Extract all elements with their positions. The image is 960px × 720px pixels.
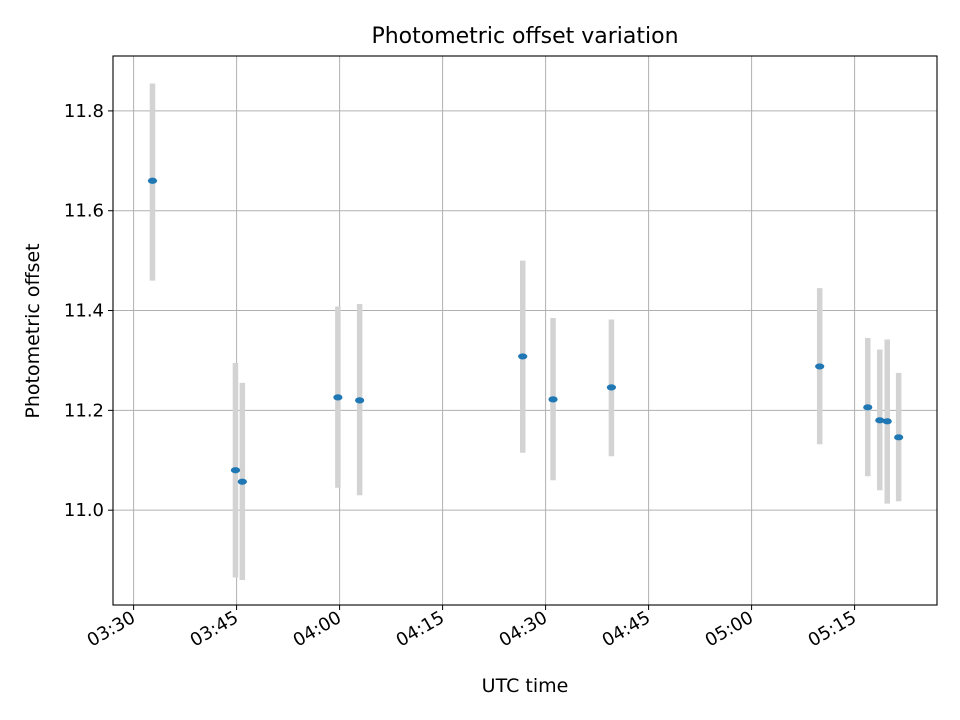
y-axis: 11.0 11.2 11.4 11.6 11.8 [64,101,113,521]
data-point [875,417,885,424]
grid [113,56,937,605]
x-axis-label: UTC time [482,675,569,697]
data-point [147,177,158,184]
data-point [815,363,825,370]
data-point [230,467,241,474]
data-point [882,418,892,425]
chart-title: Photometric offset variation [371,24,678,49]
y-tick-label: 11.6 [64,201,104,222]
data-point [863,404,873,411]
data-point [237,478,247,485]
plot-frame [112,55,938,606]
data-points [147,177,904,485]
data-point [333,394,343,401]
data-point [894,434,904,441]
data-point [606,384,617,391]
y-tick-label: 11.2 [64,400,104,421]
y-tick-label: 11.8 [64,101,104,122]
data-point [355,397,365,404]
data-point [548,396,558,403]
y-tick-label: 11.4 [64,301,104,322]
y-tick-label: 11.0 [64,500,104,521]
data-point [518,353,528,360]
y-axis-label: Photometric offset [22,243,44,418]
